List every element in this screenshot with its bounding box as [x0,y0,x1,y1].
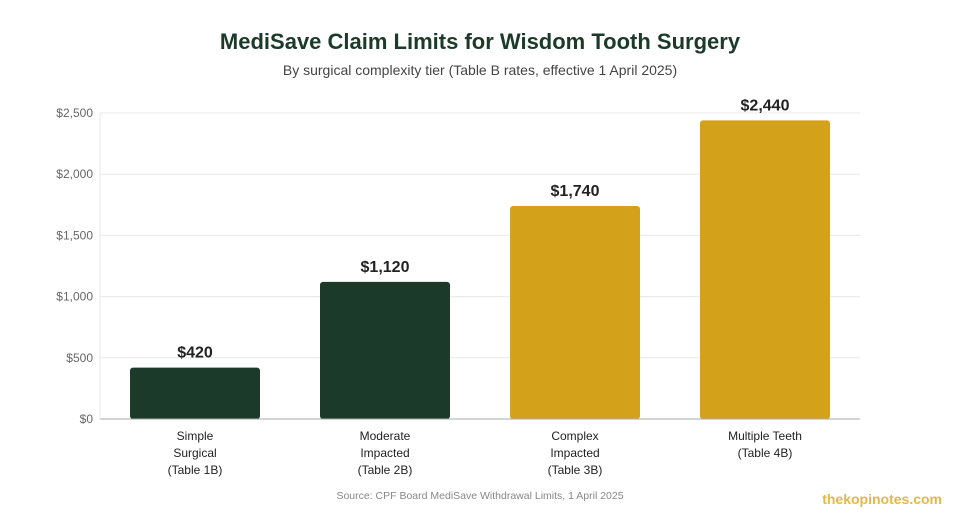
category-label: Moderate Impacted (Table 2B) [358,429,413,477]
bar-value-label: $2,440 [741,97,790,114]
chart-title: MediSave Claim Limits for Wisdom Tooth S… [220,29,741,54]
bar [130,367,260,419]
bar-value-label: $420 [177,345,213,362]
bar [320,281,450,419]
chart-subtitle: By surgical complexity tier (Table B rat… [283,62,677,78]
y-tick-label: $500 [66,351,93,365]
value-labels: $420 $1,120 $1,740 $2,440 [177,97,789,361]
y-tick-label: $2,500 [56,106,93,120]
y-tick-label: $1,000 [56,290,93,304]
category-label: Simple Surgical (Table 1B) [168,429,223,477]
y-axis-ticks: $0 $500 $1,000 $1,500 $2,000 $2,500 [56,106,93,426]
category-labels: Simple Surgical (Table 1B) Moderate Impacted… [168,429,802,477]
bars [130,120,830,420]
y-tick-label: $0 [80,412,94,426]
source-note: Source: CPF Board MediSave Withdrawal Li… [336,490,623,502]
bar-value-label: $1,120 [361,259,410,276]
bar-value-label: $1,740 [551,183,600,200]
watermark: thekopinotes.com [822,491,942,507]
y-tick-label: $2,000 [56,167,93,181]
category-label: Complex Impacted (Table 3B) [548,429,603,477]
bar [510,206,640,419]
category-label: Multiple Teeth (Table 4B) [728,429,802,460]
y-tick-label: $1,500 [56,228,93,242]
bar [700,120,830,420]
